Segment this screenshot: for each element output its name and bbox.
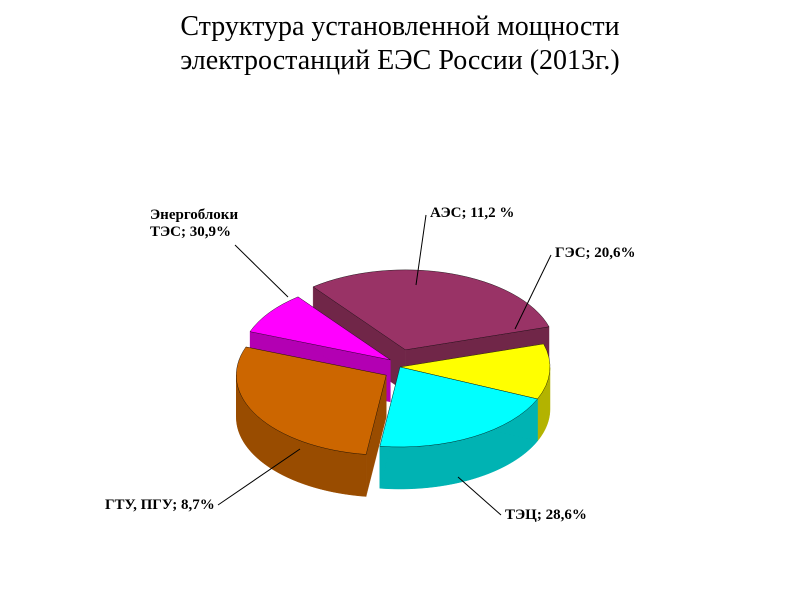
chart-title: Структура установленной мощности электро…	[0, 0, 800, 77]
leader-tec	[458, 477, 501, 515]
label-tec: ТЭЦ; 28,6%	[505, 507, 587, 524]
pie-chart: Энергоблоки ТЭС; 30,9% АЭС; 11,2 % ГЭС; 20…	[0, 77, 800, 597]
leader-energo_tes	[235, 245, 288, 297]
pie-svg	[0, 77, 800, 597]
label-aes: АЭС; 11,2 %	[430, 205, 514, 222]
label-energo_tes: Энергоблоки ТЭС; 30,9%	[150, 207, 238, 241]
label-ges: ГЭС; 20,6%	[555, 245, 636, 262]
title-line2: электростанций ЕЭС России (2013г.)	[180, 45, 619, 76]
title-line1: Структура установленной мощности	[180, 11, 619, 42]
label-gtu_pgu: ГТУ, ПГУ; 8,7%	[105, 497, 215, 514]
